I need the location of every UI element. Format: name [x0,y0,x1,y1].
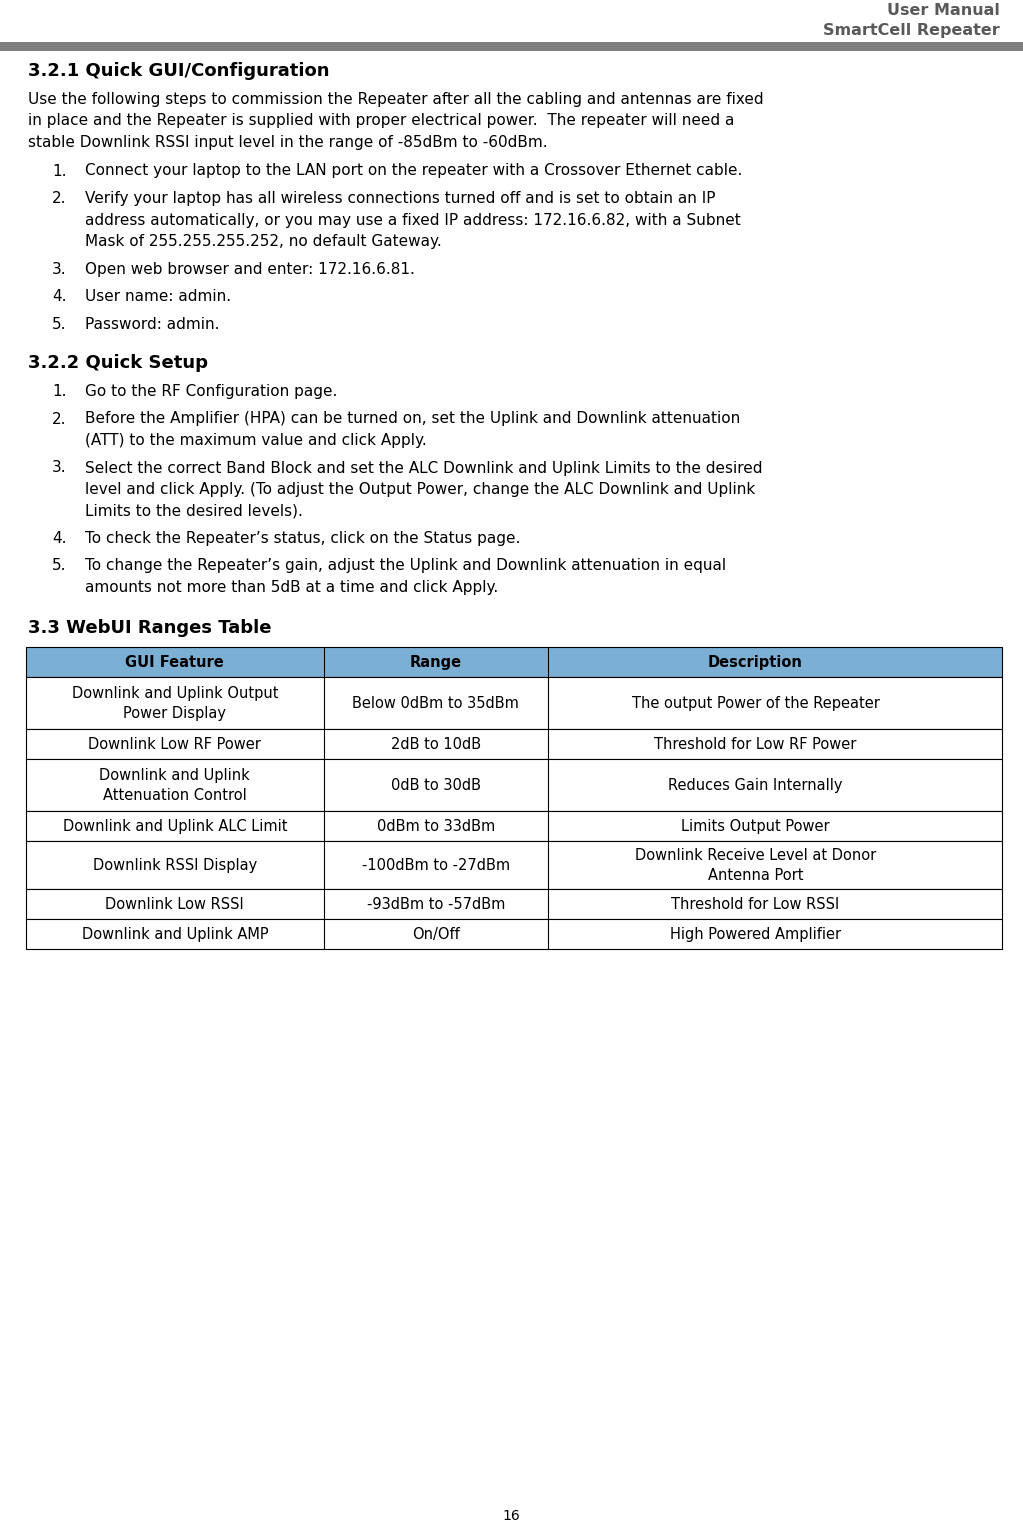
Text: Downlink Low RSSI: Downlink Low RSSI [105,897,244,912]
Text: The output Power of the Repeater: The output Power of the Repeater [631,697,880,711]
Text: -93dBm to -57dBm: -93dBm to -57dBm [366,897,505,912]
Text: 3.: 3. [52,460,66,475]
Text: Downlink and Uplink AMP: Downlink and Uplink AMP [82,927,268,941]
Text: Connect your laptop to the LAN port on the repeater with a Crossover Ethernet ca: Connect your laptop to the LAN port on t… [85,163,743,178]
Text: Reduces Gain Internally: Reduces Gain Internally [668,778,843,794]
Text: Limits to the desired levels).: Limits to the desired levels). [85,503,303,518]
Text: Limits Output Power: Limits Output Power [681,820,830,834]
Bar [26,812,1002,841]
Text: Range: Range [410,655,462,671]
Text: 5.: 5. [52,558,66,574]
Text: Use the following steps to commission the Repeater after all the cabling and ant: Use the following steps to commission th… [28,92,763,108]
Text: 2.: 2. [52,191,66,206]
Text: 4.: 4. [52,531,66,546]
Text: Password: admin.: Password: admin. [85,317,220,332]
Text: Downlink and Uplink
Attenuation Control: Downlink and Uplink Attenuation Control [99,767,251,803]
Text: address automatically, or you may use a fixed IP address: 172.16.6.82, with a Su: address automatically, or you may use a … [85,212,741,228]
Text: 2dB to 10dB: 2dB to 10dB [391,737,481,752]
Text: level and click Apply. (To adjust the Output Power, change the ALC Downlink and : level and click Apply. (To adjust the Ou… [85,481,755,497]
Bar [26,889,1002,920]
Text: To check the Repeater’s status, click on the Status page.: To check the Repeater’s status, click on… [85,531,521,546]
Bar [26,841,1002,889]
Text: High Powered Amplifier: High Powered Amplifier [670,927,841,941]
Text: 3.3 WebUI Ranges Table: 3.3 WebUI Ranges Table [28,620,271,637]
Text: Downlink and Uplink ALC Limit: Downlink and Uplink ALC Limit [62,820,287,834]
Text: Select the correct Band Block and set the ALC Downlink and Uplink Limits to the : Select the correct Band Block and set th… [85,460,762,475]
Text: Below 0dBm to 35dBm: Below 0dBm to 35dBm [353,697,520,711]
Text: Downlink RSSI Display: Downlink RSSI Display [93,858,257,874]
Text: 4.: 4. [52,289,66,305]
Bar [26,760,1002,812]
Text: Verify your laptop has all wireless connections turned off and is set to obtain : Verify your laptop has all wireless conn… [85,191,715,206]
Text: in place and the Repeater is supplied with proper electrical power.  The repeate: in place and the Repeater is supplied wi… [28,114,735,129]
Text: On/Off: On/Off [412,927,459,941]
Text: 5.: 5. [52,317,66,332]
Bar [26,647,1002,678]
Text: GUI Feature: GUI Feature [126,655,224,671]
Text: Downlink Receive Level at Donor
Antenna Port: Downlink Receive Level at Donor Antenna … [635,847,876,883]
Text: Description: Description [708,655,803,671]
Text: Before the Amplifier (HPA) can be turned on, set the Uplink and Downlink attenua: Before the Amplifier (HPA) can be turned… [85,412,741,426]
Text: SmartCell Repeater: SmartCell Repeater [824,23,1000,38]
Bar [26,920,1002,949]
Text: Threshold for Low RF Power: Threshold for Low RF Power [655,737,856,752]
Text: amounts not more than 5dB at a time and click Apply.: amounts not more than 5dB at a time and … [85,580,498,595]
Text: 3.2.1 Quick GUI/Configuration: 3.2.1 Quick GUI/Configuration [28,62,329,80]
Text: To change the Repeater’s gain, adjust the Uplink and Downlink attenuation in equ: To change the Repeater’s gain, adjust th… [85,558,726,574]
Text: 2.: 2. [52,412,66,426]
Text: User name: admin.: User name: admin. [85,289,231,305]
Text: 16: 16 [502,1509,521,1523]
Bar [26,729,1002,760]
Bar [0,42,1023,51]
Bar [26,678,1002,729]
Text: -100dBm to -27dBm: -100dBm to -27dBm [362,858,510,874]
Text: User Manual: User Manual [887,3,1000,18]
Text: 3.: 3. [52,261,66,277]
Text: 3.2.2 Quick Setup: 3.2.2 Quick Setup [28,354,208,372]
Text: 0dBm to 33dBm: 0dBm to 33dBm [376,820,495,834]
Text: Go to the RF Configuration page.: Go to the RF Configuration page. [85,384,338,398]
Text: 1.: 1. [52,163,66,178]
Text: Mask of 255.255.255.252, no default Gateway.: Mask of 255.255.255.252, no default Gate… [85,234,442,249]
Text: Downlink and Uplink Output
Power Display: Downlink and Uplink Output Power Display [72,686,278,721]
Text: (ATT) to the maximum value and click Apply.: (ATT) to the maximum value and click App… [85,434,427,448]
Text: Threshold for Low RSSI: Threshold for Low RSSI [671,897,840,912]
Text: 1.: 1. [52,384,66,398]
Text: 0dB to 30dB: 0dB to 30dB [391,778,481,794]
Text: Open web browser and enter: 172.16.6.81.: Open web browser and enter: 172.16.6.81. [85,261,415,277]
Text: stable Downlink RSSI input level in the range of -85dBm to -60dBm.: stable Downlink RSSI input level in the … [28,135,547,151]
Text: Downlink Low RF Power: Downlink Low RF Power [88,737,261,752]
